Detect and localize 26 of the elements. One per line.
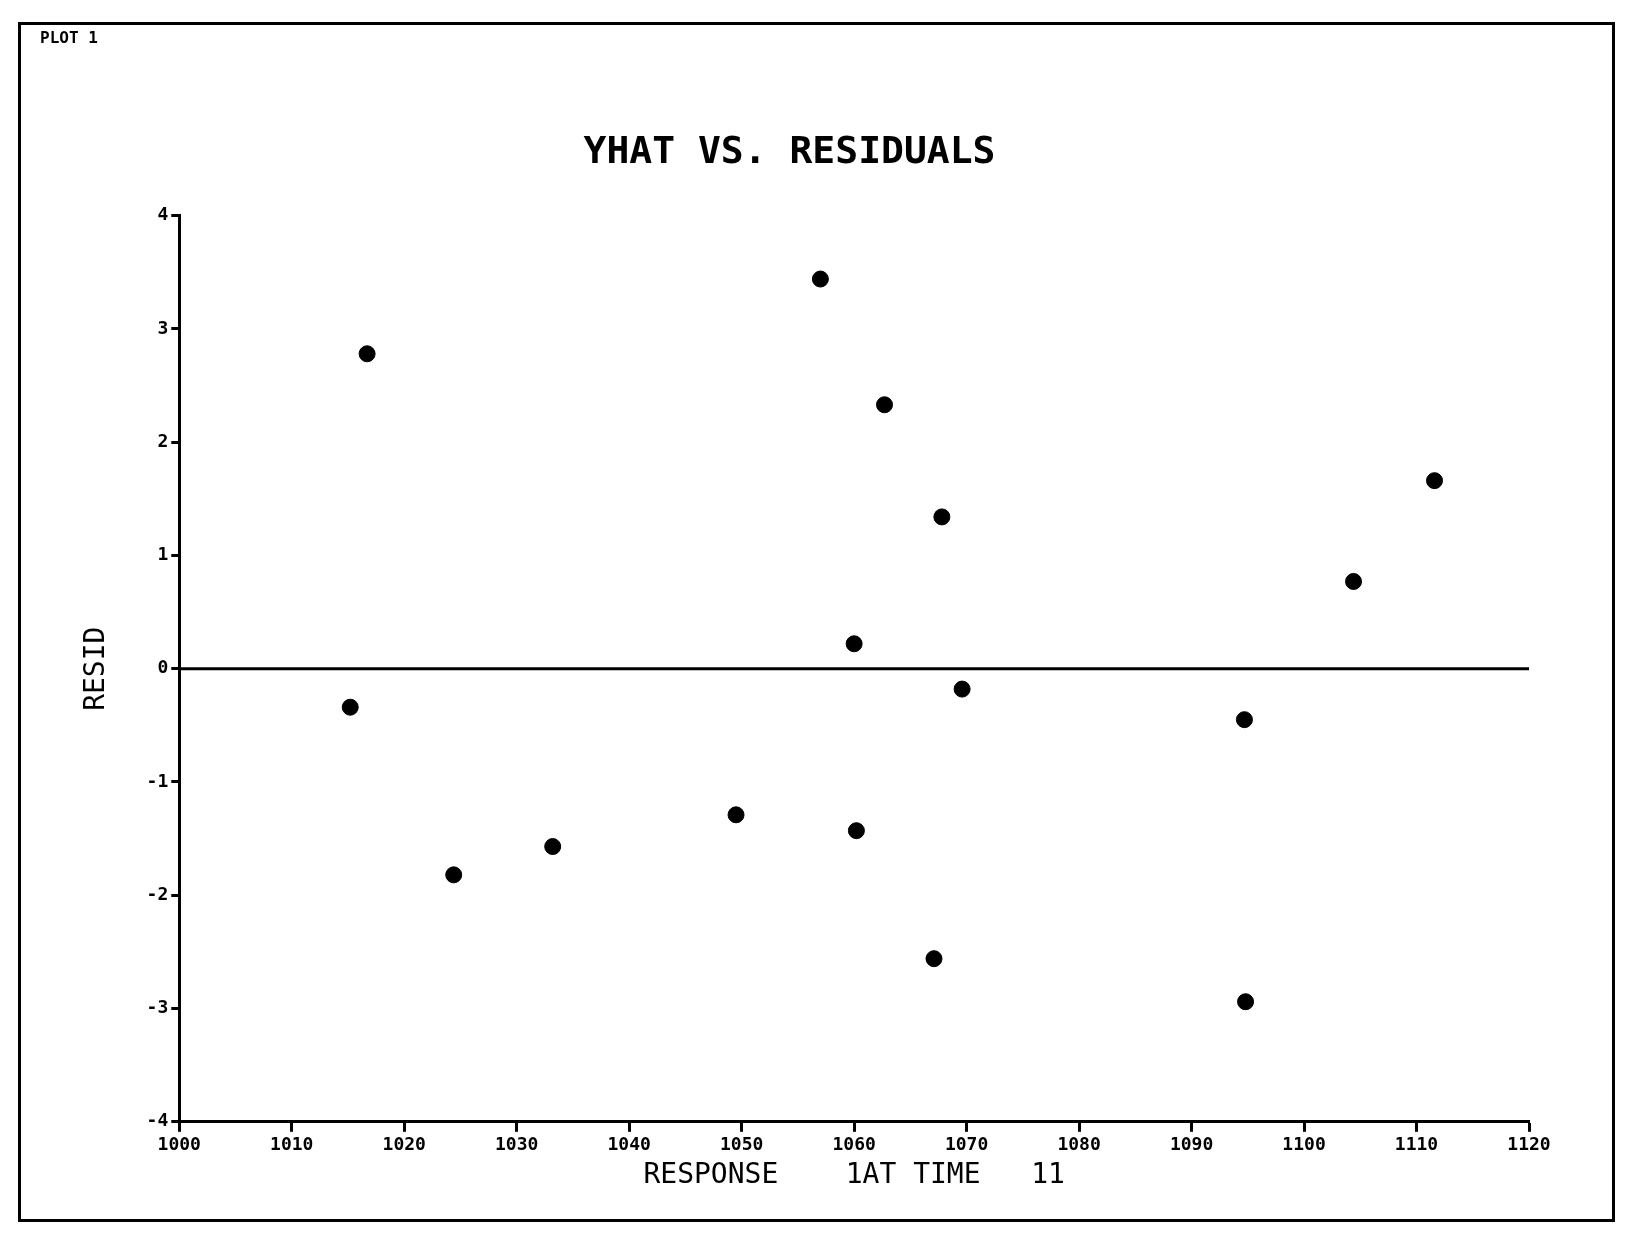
x-tick-label: 1100: [1282, 1133, 1326, 1155]
y-tick-label: 0: [157, 656, 169, 678]
x-tick-label: 1030: [495, 1133, 539, 1155]
x-tick-label: 1120: [1507, 1133, 1551, 1155]
y-tick-label: -3: [146, 996, 169, 1018]
x-tick-label: 1070: [944, 1133, 989, 1155]
text: PLOT 1: [40, 28, 98, 47]
x-tick-label: 1090: [1169, 1133, 1214, 1155]
x-tick-label: 1010: [270, 1133, 314, 1155]
chart-title: YHAT VS. RESIDUALS: [583, 127, 996, 172]
x-tick-label: 1050: [719, 1133, 764, 1155]
x-tick-label: 1110: [1394, 1133, 1439, 1155]
y-tick-label: -2: [146, 882, 169, 904]
x-tick-label: 1040: [607, 1133, 651, 1155]
x-tick-label: 1000: [157, 1133, 201, 1155]
x-tick-label: 1060: [832, 1133, 876, 1155]
y-tick-label: 4: [157, 203, 169, 225]
x-tick-label: 1020: [382, 1133, 426, 1155]
x-tick-label: 1080: [1057, 1133, 1101, 1155]
y-axis-title: RESID: [78, 626, 112, 711]
y-tick-label: 2: [157, 429, 169, 451]
y-tick-label: 1: [157, 543, 169, 565]
y-tick-label: -4: [146, 1109, 169, 1131]
y-tick-label: -1: [146, 769, 169, 791]
y-tick-label: 3: [157, 316, 169, 338]
x-axis-title: RESPONSE 1AT TIME 11: [643, 1157, 1065, 1191]
